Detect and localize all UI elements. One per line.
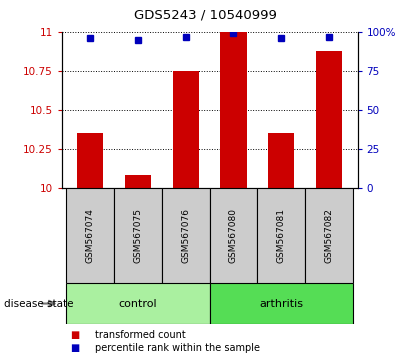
Bar bbox=[114, 188, 162, 283]
Bar bbox=[162, 188, 210, 283]
Bar bbox=[67, 188, 114, 283]
Bar bbox=[268, 133, 294, 188]
Text: GSM567076: GSM567076 bbox=[181, 208, 190, 263]
Bar bbox=[210, 283, 353, 324]
Bar bbox=[173, 71, 199, 188]
Bar bbox=[210, 188, 257, 283]
Text: ■: ■ bbox=[70, 330, 79, 339]
Text: ■: ■ bbox=[70, 343, 79, 353]
Bar bbox=[316, 51, 342, 188]
Text: percentile rank within the sample: percentile rank within the sample bbox=[95, 343, 259, 353]
Bar bbox=[125, 175, 151, 188]
Bar bbox=[67, 283, 210, 324]
Bar bbox=[305, 188, 353, 283]
Text: GSM567082: GSM567082 bbox=[324, 208, 333, 263]
Text: arthritis: arthritis bbox=[259, 298, 303, 309]
Text: GSM567074: GSM567074 bbox=[86, 208, 95, 263]
Text: GDS5243 / 10540999: GDS5243 / 10540999 bbox=[134, 9, 277, 22]
Bar bbox=[257, 188, 305, 283]
Text: GSM567080: GSM567080 bbox=[229, 208, 238, 263]
Text: disease state: disease state bbox=[4, 298, 74, 309]
Text: control: control bbox=[119, 298, 157, 309]
Text: transformed count: transformed count bbox=[95, 330, 185, 339]
Text: GSM567075: GSM567075 bbox=[134, 208, 143, 263]
Text: GSM567081: GSM567081 bbox=[277, 208, 286, 263]
Bar bbox=[220, 32, 247, 188]
Bar bbox=[77, 133, 104, 188]
